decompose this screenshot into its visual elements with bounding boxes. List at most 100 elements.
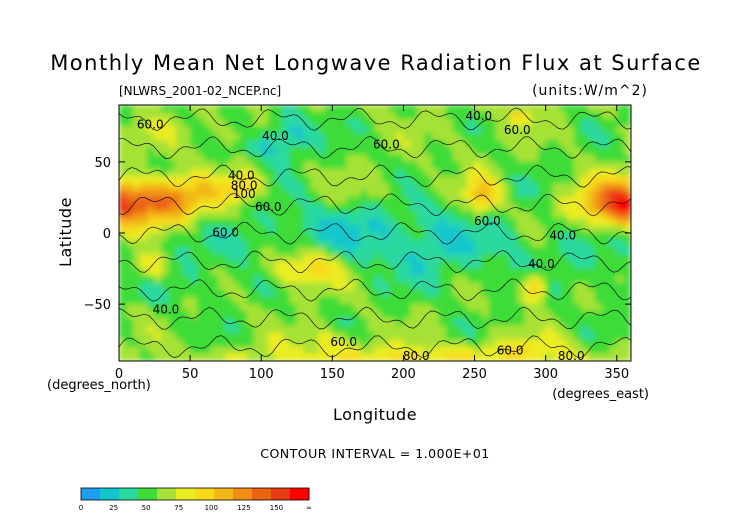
heatmap-cell: [531, 254, 539, 262]
heatmap-cell: [260, 190, 269, 198]
heatmap-cell: [154, 154, 162, 163]
heatmap-cell: [147, 147, 155, 156]
heatmap-cell: [132, 296, 141, 305]
heatmap-cell: [132, 154, 141, 163]
heatmap-cell: [154, 175, 162, 184]
heatmap-cell: [396, 126, 404, 134]
heatmap-cell: [403, 154, 411, 163]
heatmap-cell: [211, 168, 219, 177]
heatmap-cell: [509, 218, 518, 227]
heatmap-cell: [502, 303, 511, 312]
heatmap-cell: [445, 303, 454, 312]
heatmap-cell: [573, 332, 582, 340]
heatmap-cell: [502, 105, 511, 113]
heatmap-cell: [381, 147, 390, 156]
heatmap-cell: [502, 168, 511, 177]
heatmap-cell: [566, 325, 575, 333]
heatmap-cell: [580, 211, 589, 220]
heatmap-cell: [559, 111, 568, 120]
heatmap-cell: [502, 246, 511, 255]
heatmap-cell: [474, 232, 482, 241]
heatmap-cell: [481, 175, 490, 184]
heatmap-cell: [623, 254, 631, 262]
heatmap-cell: [140, 190, 148, 198]
heatmap-cell: [623, 126, 631, 134]
heatmap-cell: [595, 197, 603, 205]
heatmap-cell: [438, 261, 447, 269]
heatmap-cell: [324, 239, 333, 248]
heatmap-cell: [445, 197, 454, 205]
heatmap-cell: [488, 154, 497, 163]
heatmap-cell: [474, 154, 482, 163]
heatmap-cell: [566, 190, 575, 198]
heatmap-cell: [403, 111, 411, 120]
heatmap-cell: [388, 154, 397, 163]
heatmap-cell: [268, 147, 276, 156]
heatmap-cell: [559, 353, 568, 361]
heatmap-cell: [502, 190, 511, 198]
heatmap-cell: [531, 346, 539, 355]
heatmap-cell: [125, 175, 134, 184]
contour-label: 40.0: [262, 129, 289, 143]
heatmap-cell: [246, 346, 255, 355]
heatmap-cell: [353, 346, 362, 355]
heatmap-cell: [531, 118, 539, 127]
heatmap-cell: [218, 168, 226, 177]
heatmap-cell: [488, 275, 497, 284]
heatmap-cell: [488, 353, 497, 361]
heatmap-cell: [289, 105, 298, 113]
heatmap-cell: [332, 154, 340, 163]
heatmap-cell: [147, 353, 155, 361]
heatmap-cell: [140, 161, 148, 170]
heatmap-cell: [296, 261, 305, 269]
heatmap-cell: [602, 190, 610, 198]
heatmap-cell: [474, 325, 482, 333]
heatmap-cell: [474, 168, 482, 177]
heatmap-cell: [531, 296, 539, 305]
heatmap-cell: [119, 303, 127, 312]
heatmap-cell: [502, 239, 511, 248]
heatmap-cell: [460, 239, 468, 248]
heatmap-cell: [204, 225, 212, 234]
heatmap-cell: [204, 140, 212, 148]
heatmap-cell: [211, 197, 219, 205]
heatmap-cell: [154, 118, 162, 127]
heatmap-cell: [232, 175, 241, 184]
heatmap-cell: [182, 296, 191, 305]
heatmap-cell: [509, 353, 518, 361]
heatmap-cell: [125, 296, 134, 305]
heatmap-cell: [438, 353, 447, 361]
heatmap-cell: [481, 353, 490, 361]
heatmap-cell: [260, 218, 269, 227]
heatmap-cell: [161, 275, 170, 284]
heatmap-cell: [573, 261, 582, 269]
heatmap-cell: [182, 246, 191, 255]
heatmap-cell: [374, 268, 383, 276]
heatmap-cell: [467, 296, 475, 305]
heatmap-cell: [132, 232, 141, 241]
heatmap-cell: [495, 353, 504, 361]
heatmap-cell: [452, 126, 461, 134]
heatmap-cell: [303, 289, 312, 298]
heatmap-cell: [545, 246, 554, 255]
heatmap-cell: [332, 325, 340, 333]
heatmap-cell: [538, 282, 546, 291]
heatmap-cell: [360, 246, 369, 255]
heatmap-cell: [140, 126, 148, 134]
heatmap-cell: [452, 225, 461, 234]
heatmap-cell: [140, 105, 148, 113]
heatmap-cell: [140, 332, 148, 340]
heatmap-cell: [239, 133, 248, 141]
heatmap-cell: [232, 126, 241, 134]
heatmap-cell: [218, 105, 226, 113]
heatmap-cell: [119, 197, 127, 205]
heatmap-cell: [360, 325, 369, 333]
heatmap-cell: [353, 254, 362, 262]
heatmap-cell: [147, 154, 155, 163]
heatmap-cell: [339, 289, 347, 298]
heatmap-cell: [545, 332, 554, 340]
heatmap-cell: [438, 204, 447, 212]
heatmap-cell: [396, 118, 404, 127]
heatmap-cell: [140, 197, 148, 205]
heatmap-cell: [509, 211, 518, 220]
